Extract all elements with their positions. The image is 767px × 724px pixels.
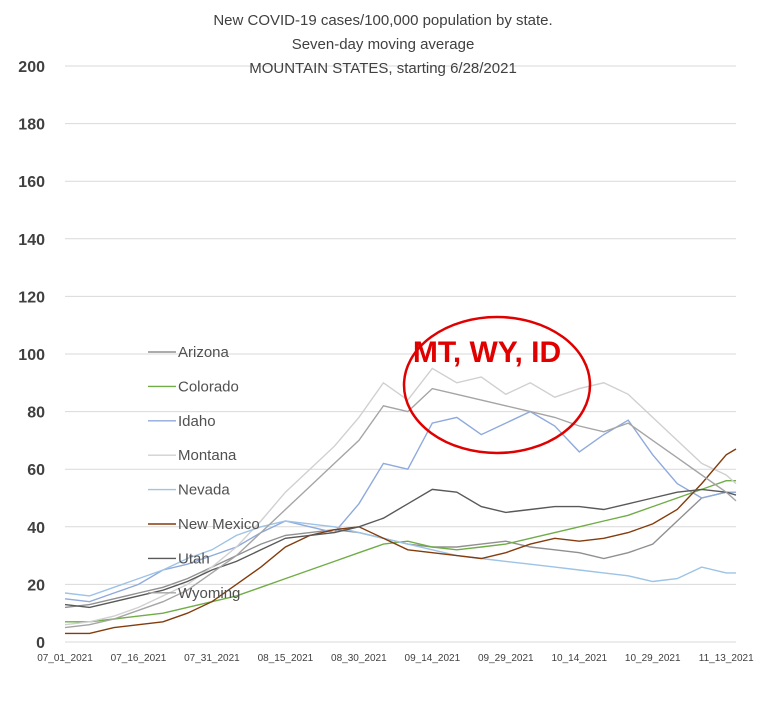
- legend-label-wyoming: Wyoming: [178, 585, 240, 602]
- legend-label-utah: Utah: [178, 550, 210, 567]
- legend-label-new-mexico: New Mexico: [178, 516, 260, 533]
- x-tick-label: 10_29_2021: [625, 653, 681, 664]
- x-tick-label: 11_13_2021: [699, 653, 754, 664]
- gridlines: [65, 65, 736, 643]
- y-tick-label: 200: [18, 59, 45, 76]
- annotation-ellipse: [402, 315, 592, 455]
- title-line-2: Seven-day moving average: [292, 36, 475, 53]
- series-line-new-mexico: [65, 448, 737, 635]
- legend-label-colorado: Colorado: [178, 378, 239, 395]
- series-line-nevada: [64, 520, 736, 597]
- legend-label-montana: Montana: [178, 447, 237, 464]
- title-line-3: MOUNTAIN STATES, starting 6/28/2021: [249, 60, 517, 77]
- y-tick-label: 40: [27, 520, 45, 537]
- legend-label-nevada: Nevada: [178, 482, 230, 499]
- x-tick-label: 07_31_2021: [184, 653, 240, 664]
- x-axis-ticks: 07_01_2021 07_16_2021 07_31_2021 08_15_2021…: [37, 653, 754, 664]
- y-tick-label: 140: [18, 232, 45, 249]
- series-line-colorado: [65, 480, 736, 623]
- series-line-idaho: [64, 410, 736, 603]
- x-tick-label: 07_01_2021: [37, 653, 93, 664]
- y-tick-label: 20: [27, 577, 45, 594]
- x-tick-label: 10_14_2021: [551, 653, 607, 664]
- series-line-utah: [64, 488, 737, 609]
- series-line-arizona: [64, 491, 736, 609]
- annotation: MT, WY, ID: [402, 315, 592, 455]
- legend-label-idaho: Idaho: [178, 413, 216, 430]
- y-tick-label: 120: [18, 289, 45, 306]
- x-tick-label: 08_30_2021: [331, 653, 387, 664]
- y-tick-label: 80: [27, 405, 45, 422]
- series-line-montana: [64, 367, 737, 626]
- x-tick-label: 08_15_2021: [258, 653, 314, 664]
- x-tick-label: 09_14_2021: [405, 653, 461, 664]
- series-line-wyoming: [64, 387, 737, 629]
- y-axis-ticks: 0 20 40 60 80 100 120 140 160 180 200: [18, 59, 45, 652]
- y-tick-label: 0: [36, 635, 45, 652]
- chart-title: New COVID-19 cases/100,000 population by…: [213, 12, 552, 77]
- title-line-1: New COVID-19 cases/100,000 population by…: [213, 12, 552, 29]
- annotation-label: MT, WY, ID: [413, 336, 561, 369]
- y-tick-label: 60: [27, 462, 45, 479]
- y-tick-label: 100: [18, 347, 45, 364]
- series-lines: [64, 367, 737, 635]
- legend: Arizona Colorado Idaho Montana Nevada New Mex…: [148, 344, 260, 602]
- legend-label-arizona: Arizona: [178, 344, 230, 361]
- x-tick-label: 09_29_2021: [478, 653, 534, 664]
- x-tick-label: 07_16_2021: [111, 653, 167, 664]
- y-tick-label: 160: [18, 174, 45, 191]
- y-tick-label: 180: [18, 117, 45, 134]
